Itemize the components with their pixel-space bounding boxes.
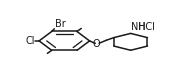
Text: Cl: Cl	[25, 36, 35, 46]
Text: O: O	[93, 39, 100, 49]
Text: Br: Br	[55, 19, 65, 29]
Text: NH: NH	[131, 22, 146, 32]
Text: HCl: HCl	[138, 22, 155, 32]
